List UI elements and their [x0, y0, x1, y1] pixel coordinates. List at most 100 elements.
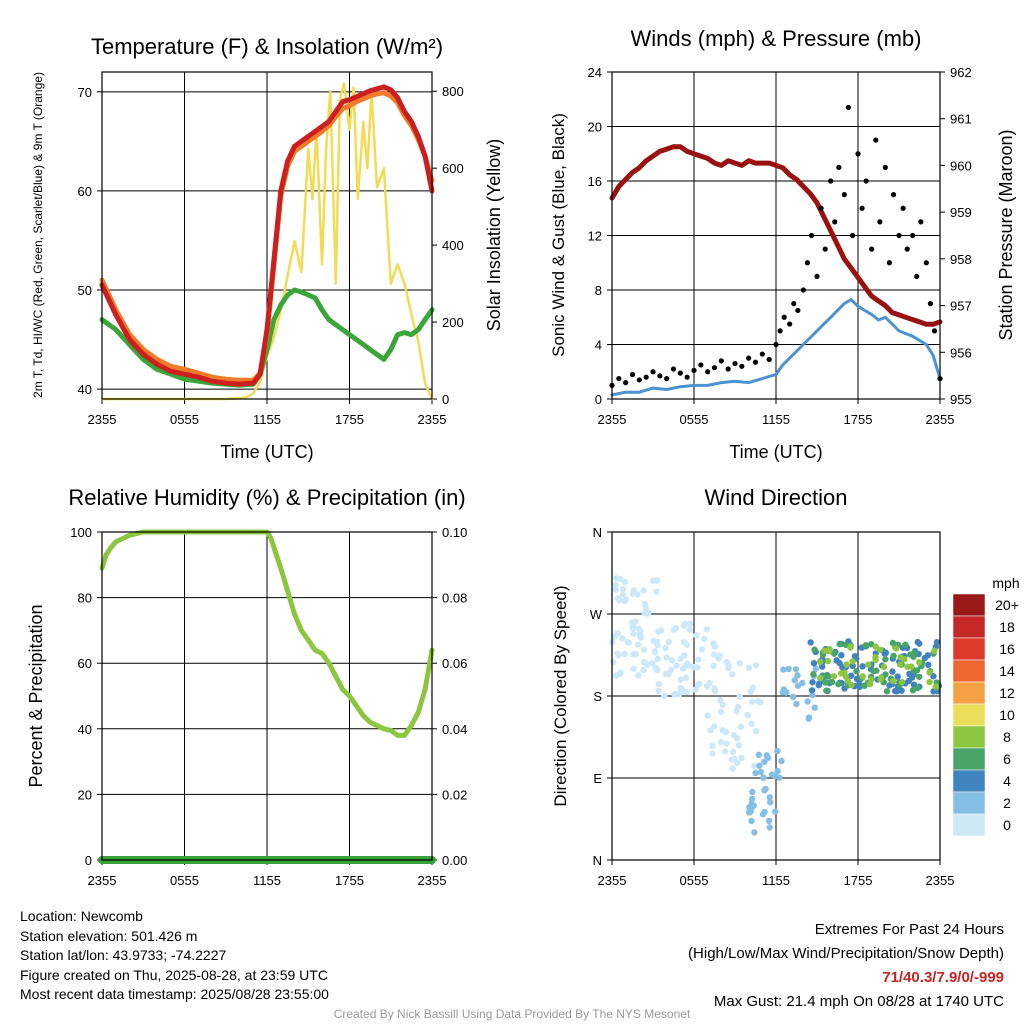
direction-point [695, 656, 702, 663]
gust-point [629, 371, 636, 378]
created-text: Figure created on Thu, 2025-08-28, at 23… [20, 966, 328, 983]
direction-point [707, 727, 714, 734]
direction-point [759, 811, 767, 818]
gust-point [616, 375, 622, 382]
direction-point [837, 670, 845, 677]
direction-point [870, 667, 877, 675]
x-tick-label: 2355 [598, 873, 627, 888]
direction-point [772, 808, 779, 815]
x-tick-label: 0555 [680, 412, 709, 427]
direction-point [698, 646, 706, 653]
direction-point [933, 638, 941, 646]
direction-point [749, 788, 756, 796]
y-tick-label: 0 [595, 392, 602, 407]
x-tick-label: 1155 [762, 873, 790, 888]
y-tick-label: 70 [78, 85, 92, 100]
elevation-text: Station elevation: 501.426 m [20, 927, 198, 944]
location-text: Location: Newcomb [20, 908, 143, 924]
x-tick-label: 1155 [253, 412, 281, 427]
credit-text: Created By Nick Bassill Using Data Provi… [333, 1007, 691, 1021]
direction-point [723, 658, 730, 666]
gust-point [873, 137, 879, 143]
direction-point [828, 678, 836, 686]
colorbar-swatch [952, 615, 986, 639]
direction-point [893, 688, 901, 695]
gust-point [900, 205, 906, 211]
direction-point [872, 656, 879, 664]
direction-point [749, 802, 756, 809]
gust-point [787, 321, 793, 327]
direction-point [631, 650, 638, 658]
direction-point [804, 698, 811, 705]
direction-point [640, 646, 648, 653]
extremes-values: 71/40.3/7.9/0/-999 [882, 969, 1004, 986]
y2-tick-label: 0 [442, 392, 449, 407]
recent-text: Most recent data timestamp: 2025/08/28 2… [20, 986, 329, 1002]
gust-point [759, 351, 765, 357]
direction-point [736, 693, 743, 700]
direction-point [644, 610, 651, 617]
max-gust-text: Max Gust: 21.4 mph On 08/28 at 1740 UTC [713, 993, 1004, 1010]
direction-point [760, 774, 767, 781]
gust-point [808, 232, 815, 239]
direction-point [785, 665, 792, 673]
y-tick-label: 100 [70, 525, 92, 540]
direction-point [915, 659, 923, 666]
direction-point [640, 666, 647, 674]
gust-point [691, 367, 697, 373]
chart-title-4: Wind Direction [704, 485, 847, 510]
direction-point [822, 679, 829, 686]
direction-point [710, 651, 718, 658]
direction-point [749, 684, 757, 691]
colorbar-label: 14 [999, 663, 1015, 679]
direction-point [624, 638, 631, 646]
colorbar-label: 0 [1003, 817, 1011, 833]
direction-point [630, 665, 637, 672]
direction-point [737, 723, 745, 731]
x-tick-label: 2355 [418, 412, 447, 427]
y2-tick-label: 600 [442, 161, 464, 176]
direction-point [723, 740, 730, 747]
direction-point [619, 591, 627, 598]
direction-point [748, 795, 756, 803]
direction-point [791, 677, 798, 684]
y2-tick-label: 800 [442, 84, 464, 99]
gust-point [822, 246, 828, 252]
direction-tick-label: W [590, 607, 603, 622]
gust-point [773, 341, 779, 348]
direction-point [658, 627, 665, 634]
direction-tick-label: S [593, 689, 602, 704]
y-tick-label: 4 [595, 338, 602, 353]
x-tick-label: 1155 [253, 873, 281, 888]
direction-point [613, 575, 620, 582]
y2-tick-label: 961 [950, 112, 972, 127]
direction-point [789, 693, 797, 701]
direction-point [892, 645, 900, 652]
y2-tick-label: 960 [950, 158, 972, 173]
y2-axis-label-2: Station Pressure (Maroon) [996, 129, 1016, 340]
direction-point [876, 646, 884, 653]
gust-point [923, 260, 929, 266]
direction-point [683, 641, 691, 648]
direction-point [752, 769, 759, 777]
direction-point [859, 673, 866, 680]
gust-point [931, 328, 938, 334]
gust-point [828, 178, 834, 184]
colorbar-label: 2 [1003, 795, 1011, 811]
direction-point [684, 660, 691, 667]
direction-point [757, 768, 765, 776]
direction-point [835, 680, 842, 688]
latlon-text: Station lat/lon: 43.9733; -74.2227 [20, 947, 227, 963]
colorbar-label: 16 [999, 641, 1015, 657]
direction-point [711, 688, 719, 695]
colorbar-swatch [952, 791, 986, 815]
colorbar-swatch [952, 703, 986, 727]
direction-point [612, 581, 620, 589]
x-tick-label: 0555 [170, 412, 199, 427]
direction-point [665, 638, 673, 646]
gust-point [636, 377, 642, 383]
direction-point [761, 787, 768, 794]
gust-point [800, 287, 806, 293]
direction-point [859, 663, 866, 670]
direction-point [810, 671, 817, 678]
